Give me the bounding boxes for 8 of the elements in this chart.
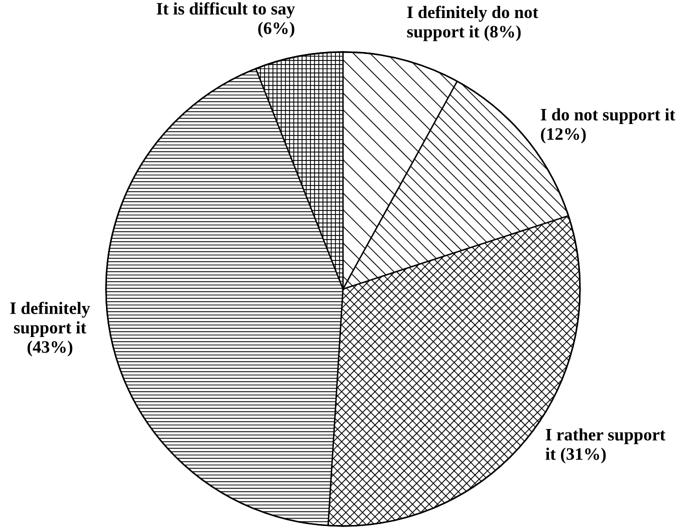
slice-label: I definitely support it: [10, 302, 90, 338]
slice-label: I rather support it (31%): [546, 428, 666, 464]
slice-label: It is difficult to say: [156, 2, 295, 18]
data-label: (12%): [540, 128, 586, 144]
slice-label: I definitely do not support it (8%): [407, 6, 538, 42]
data-label: (6%): [258, 22, 294, 38]
slice-label: I do not support it: [540, 108, 676, 124]
data-label: (43%): [28, 340, 72, 356]
